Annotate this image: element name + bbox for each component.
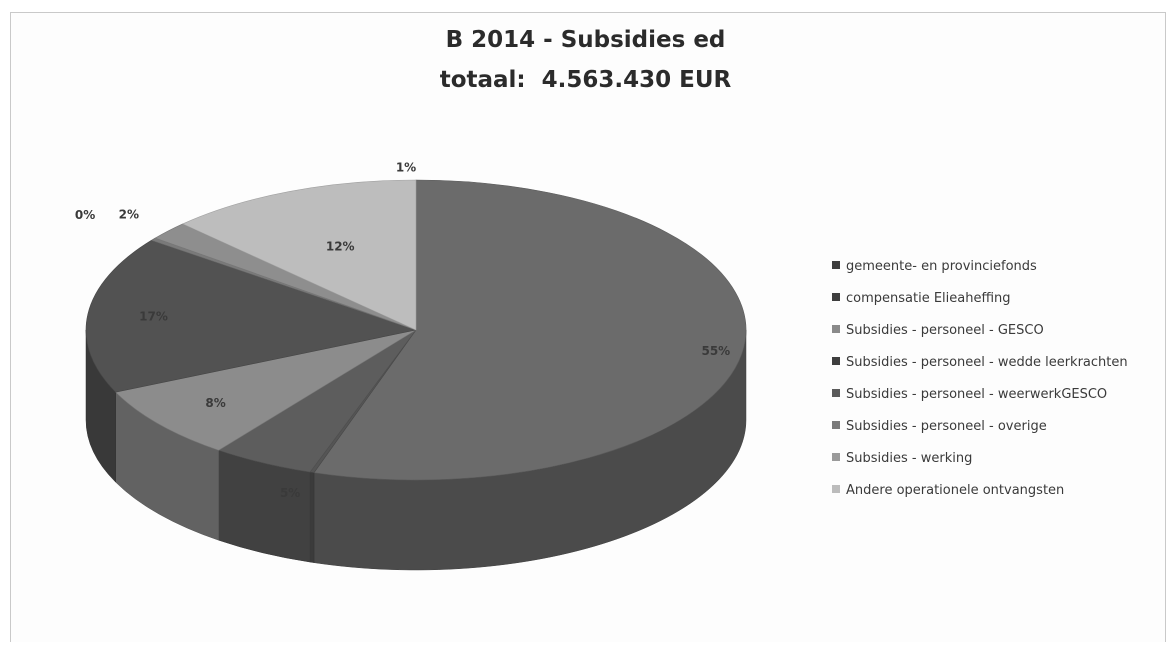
legend-item: Subsidies - werking (832, 448, 1128, 480)
pie-sides (85, 329, 747, 571)
legend-swatch (832, 293, 840, 301)
pie-top (85, 179, 747, 481)
pie-labels: 55% 5% 8% 17% 0% 2% 12% 1% (75, 161, 730, 501)
legend-item: Subsidies - personeel - wedde leerkracht… (832, 352, 1128, 384)
pie-slice-7 (181, 179, 417, 331)
legend-label: Andere operationele ontvangsten (846, 483, 1065, 498)
legend-swatch (832, 453, 840, 461)
pie-side-1 (309, 471, 315, 563)
pie-slice-3 (115, 329, 417, 451)
pie-label-0: 55% (701, 344, 730, 358)
legend-label: Subsidies - personeel - weerwerkGESCO (846, 387, 1108, 402)
legend-swatch (832, 261, 840, 269)
chart-title: B 2014 - Subsidies ed totaal: 4.563.430 … (0, 20, 1171, 100)
pie-label-2: 5% (280, 486, 300, 500)
chart-title-line-1: B 2014 - Subsidies ed (445, 27, 726, 53)
legend-label: Subsidies - personeel - wedde leerkracht… (846, 355, 1128, 370)
pie-label-3: 8% (205, 396, 225, 410)
legend-item: Andere operationele ontvangsten (832, 480, 1128, 512)
legend-label: Subsidies - personeel - overige (846, 419, 1047, 434)
pie-label-extra-0: 1% (396, 161, 416, 175)
legend-swatch (832, 325, 840, 333)
legend-item: compensatie Elieaheffing (832, 288, 1128, 320)
legend-label: Subsidies - werking (846, 451, 973, 466)
pie-slice-4 (85, 239, 418, 393)
legend-label: gemeente- en provinciefonds (846, 259, 1037, 274)
legend-item: Subsidies - personeel - weerwerkGESCO (832, 384, 1128, 416)
legend-item: Subsidies - personeel - overige (832, 416, 1128, 448)
pie-slice-0 (313, 179, 747, 481)
legend-label: Subsidies - personeel - GESCO (846, 323, 1044, 338)
pie-label-5: 0% (75, 208, 95, 222)
chart-title-line-2: totaal: 4.563.430 EUR (439, 67, 732, 93)
legend-swatch (832, 485, 840, 493)
legend: gemeente- en provinciefonds compensatie E… (832, 256, 1128, 512)
legend-swatch (832, 357, 840, 365)
pie-label-6: 2% (119, 207, 139, 221)
pie-label-7: 12% (326, 239, 355, 253)
legend-item: gemeente- en provinciefonds (832, 256, 1128, 288)
legend-swatch (832, 421, 840, 429)
pie-label-4: 17% (139, 310, 168, 324)
legend-item: Subsidies - personeel - GESCO (832, 320, 1128, 352)
legend-label: compensatie Elieaheffing (846, 291, 1011, 306)
legend-swatch (832, 389, 840, 397)
